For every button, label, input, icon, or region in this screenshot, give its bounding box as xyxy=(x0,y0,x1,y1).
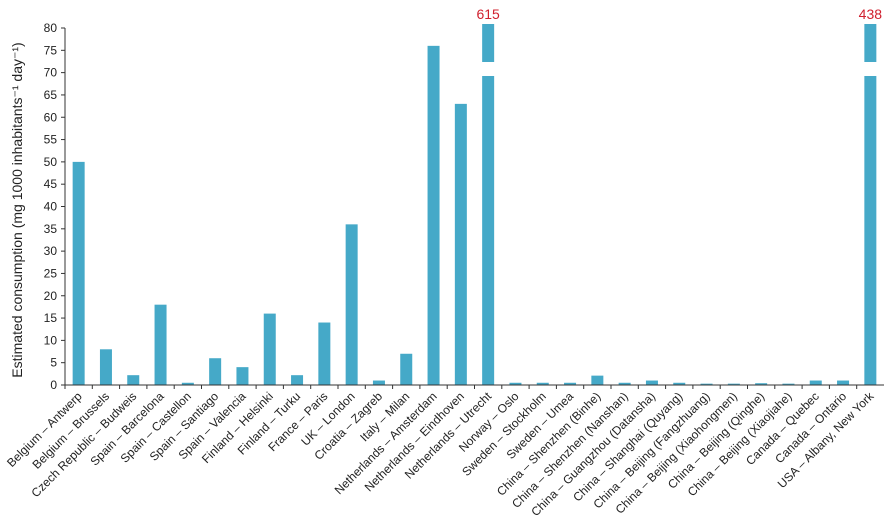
y-tick-label: 80 xyxy=(44,21,58,35)
y-tick-label: 30 xyxy=(44,244,58,258)
x-tick-label: Czech Republic – Budweis xyxy=(29,389,140,500)
y-tick-label: 40 xyxy=(44,200,58,214)
y-tick-label: 65 xyxy=(44,88,58,102)
bar xyxy=(673,382,686,385)
bars xyxy=(72,24,879,386)
bar xyxy=(755,383,768,385)
bar xyxy=(154,304,167,385)
y-tick-label: 10 xyxy=(44,333,58,347)
bar xyxy=(236,367,249,385)
y-axis-label: Estimated consumption (mg 1000 inhabitan… xyxy=(9,42,25,377)
bar xyxy=(99,349,112,385)
bar xyxy=(536,382,549,385)
bar xyxy=(618,382,631,385)
bar xyxy=(782,383,795,385)
y-tick-label: 50 xyxy=(44,155,58,169)
bar xyxy=(809,380,822,385)
y-tick-label: 15 xyxy=(44,311,58,325)
bar xyxy=(127,375,140,385)
value-label: 438 xyxy=(859,6,883,22)
y-tick-label: 25 xyxy=(44,266,58,280)
bar xyxy=(318,322,331,385)
y-tick-label: 75 xyxy=(44,43,58,57)
y-tick-label: 55 xyxy=(44,133,58,147)
bar xyxy=(700,383,713,385)
bar xyxy=(864,24,877,385)
y-tick-label: 0 xyxy=(50,378,57,392)
axis-break xyxy=(862,62,879,76)
bar xyxy=(591,375,604,385)
bar xyxy=(482,24,495,385)
bar xyxy=(645,380,658,385)
bar xyxy=(345,224,358,385)
value-label: 615 xyxy=(476,6,500,22)
bar xyxy=(400,353,413,385)
bar xyxy=(291,375,304,385)
axis-break xyxy=(480,62,497,76)
bar xyxy=(263,313,276,385)
y-tick-label: 35 xyxy=(44,222,58,236)
y-tick-label: 5 xyxy=(50,356,57,370)
y-tick-label: 60 xyxy=(44,110,58,124)
y-tick-label: 70 xyxy=(44,66,58,80)
bar xyxy=(727,383,740,385)
bar xyxy=(72,161,85,385)
bar xyxy=(209,358,222,385)
bar xyxy=(181,382,194,385)
y-tick-label: 45 xyxy=(44,177,58,191)
bar xyxy=(564,382,577,385)
bar xyxy=(427,45,440,385)
bar xyxy=(372,380,385,385)
y-tick-label: 20 xyxy=(44,289,58,303)
bar xyxy=(837,380,850,385)
bar xyxy=(509,382,522,385)
bar xyxy=(454,103,467,386)
